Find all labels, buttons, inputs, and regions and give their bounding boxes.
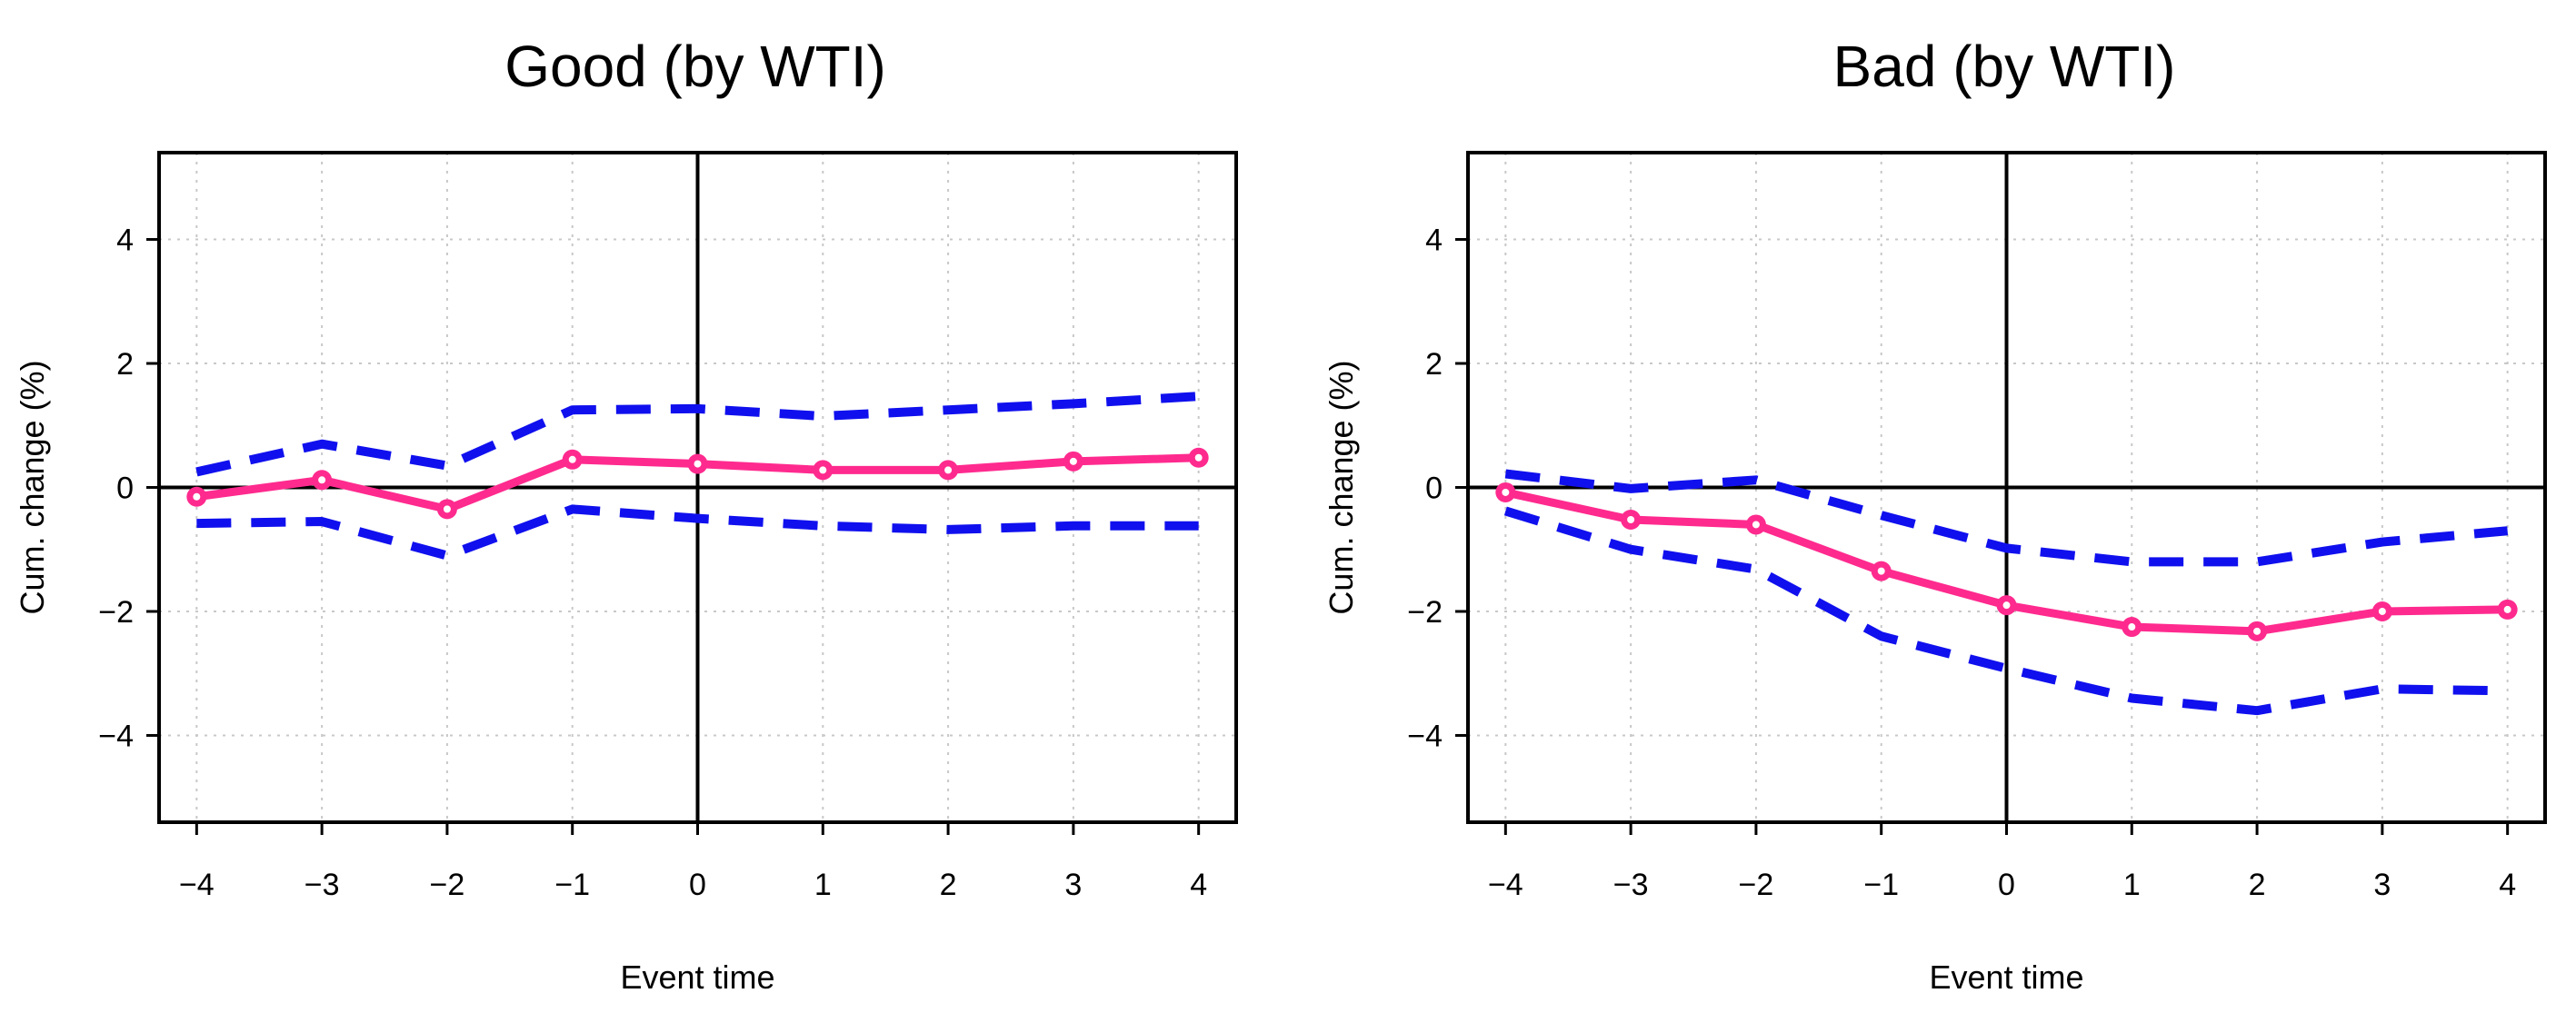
x-tick-label: 4	[2499, 868, 2516, 902]
y-tick-label: −2	[98, 595, 134, 630]
chart-title-bad: Bad (by WTI)	[1833, 34, 2176, 99]
series-upper-bound	[1504, 469, 2509, 567]
x-tick-label: 4	[1190, 868, 1207, 902]
x-tick-label: 1	[814, 868, 832, 902]
series-lower-bound	[196, 504, 1199, 561]
estimate-point-center	[1194, 453, 1203, 462]
y-tick-label: 4	[116, 223, 134, 258]
y-axis-label: Cum. change (%)	[1323, 360, 1360, 614]
x-tick-label: 2	[2249, 868, 2266, 902]
estimate-point-center	[2503, 605, 2511, 613]
x-tick-label: −2	[430, 868, 465, 902]
estimate-point-center	[2128, 623, 2136, 631]
estimate-point-center	[2253, 627, 2261, 635]
estimate-point-center	[694, 460, 702, 468]
x-tick-label: 0	[1998, 868, 2015, 902]
chart-title-good: Good (by WTI)	[504, 34, 886, 99]
x-tick-label: −1	[1863, 868, 1899, 902]
x-tick-label: −4	[179, 868, 215, 902]
x-tick-label: −3	[1613, 868, 1649, 902]
estimate-point-center	[819, 466, 827, 474]
x-axis-label: Event time	[620, 958, 774, 996]
panel-good: 4 2 0 −2 −4 −4 −3 −2 −1 0 1 2 3 4 Good (by WTI) Event t…	[14, 34, 1238, 996]
y-tick-label: 0	[1425, 472, 1443, 506]
x-tick-label: 2	[940, 868, 957, 902]
x-tick-label: 0	[689, 868, 706, 902]
y-tick-label: 2	[1425, 347, 1443, 382]
x-tick-label: −1	[554, 868, 590, 902]
x-tick-label: −2	[1739, 868, 1774, 902]
y-axis-label: Cum. change (%)	[14, 360, 51, 614]
panel-bad: 4 2 0 −2 −4 −4 −3 −2 −1 0 1 2 3 4 Bad (by WTI) Event ti…	[1323, 34, 2547, 996]
estimate-point-center	[1627, 515, 1635, 523]
y-tick-label: −4	[1407, 719, 1443, 753]
x-tick-label: 3	[1064, 868, 1082, 902]
y-tick-label: 4	[1425, 223, 1443, 258]
estimate-point-center	[568, 455, 576, 463]
y-tick-label: 0	[116, 472, 134, 506]
estimate-point-center	[2002, 601, 2011, 610]
estimate-point-center	[318, 476, 326, 484]
series-upper-bound	[195, 392, 1199, 477]
estimate-point-center	[1069, 457, 1077, 465]
estimate-point-center	[193, 492, 201, 501]
estimate-point-center	[944, 466, 953, 474]
series-lower-bound	[1503, 506, 2508, 716]
x-axis-label: Event time	[1929, 958, 2083, 996]
y-tick-label: −4	[98, 719, 134, 753]
x-tick-label: −3	[305, 868, 340, 902]
estimate-point-center	[1877, 567, 1885, 575]
x-tick-label: 3	[2373, 868, 2391, 902]
y-tick-label: 2	[116, 347, 134, 382]
y-tick-label: −2	[1407, 595, 1443, 630]
estimate-point-center	[2378, 607, 2386, 615]
x-tick-label: 1	[2123, 868, 2141, 902]
estimate-point-center	[1752, 521, 1760, 529]
x-tick-label: −4	[1488, 868, 1523, 902]
estimate-point-center	[1502, 488, 1510, 496]
estimate-point-center	[443, 505, 451, 513]
